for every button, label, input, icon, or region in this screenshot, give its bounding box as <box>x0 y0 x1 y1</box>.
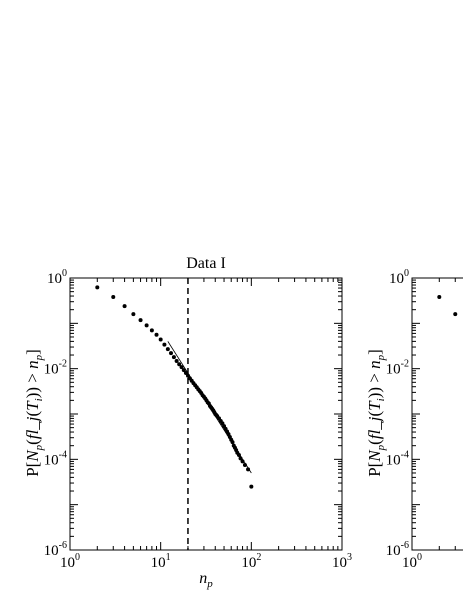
data-point <box>154 332 159 337</box>
y-tick-label: 10-6 <box>386 540 409 559</box>
y-axis-label: P[Np(fl_j(Ti)) > np] <box>365 349 387 477</box>
data-point <box>181 368 186 373</box>
data-point <box>236 452 241 457</box>
data-point <box>179 365 184 370</box>
x-tick-label: 103 <box>332 552 352 571</box>
data-point <box>138 318 143 323</box>
y-tick-label: 10-4 <box>386 449 409 468</box>
y-tick-label: 100 <box>47 268 67 287</box>
y-tick-label: 100 <box>389 268 409 287</box>
data-point <box>249 484 254 489</box>
data-point <box>95 285 100 290</box>
data-point <box>162 342 167 347</box>
data-point <box>177 362 182 367</box>
x-axis-label: np <box>199 570 213 590</box>
data-marks <box>95 278 254 550</box>
y-tick-label: 10-4 <box>44 449 67 468</box>
data-marks <box>437 295 458 317</box>
data-point <box>165 347 170 352</box>
data-point <box>149 328 154 333</box>
axis-ticks <box>411 277 456 551</box>
data-point <box>131 312 136 317</box>
fit-line <box>167 341 252 474</box>
y-tick-label: 10-6 <box>44 540 67 559</box>
x-tick-label: 100 <box>402 552 422 571</box>
tick-labels: 100 100 10-2 10-4 10-6 <box>386 268 422 571</box>
chart-panel-1: Data I P[Np(fl_j(Ti)) > np] np 100 101 102… <box>23 255 352 590</box>
data-point <box>144 323 149 328</box>
chart-panel-2: P[Np(fl_j(Ti)) > np] 100 100 10-2 10-4 10-6 <box>365 268 463 571</box>
data-point <box>111 295 116 300</box>
data-point <box>453 312 458 317</box>
chart-title: Data I <box>186 255 226 272</box>
data-point <box>158 337 163 342</box>
x-tick-label: 101 <box>151 552 171 571</box>
axis-ticks <box>69 277 343 551</box>
x-tick-label: 100 <box>60 552 80 571</box>
data-point <box>122 304 127 309</box>
data-point <box>168 351 173 356</box>
data-point <box>437 295 442 300</box>
data-point <box>174 358 179 363</box>
data-point <box>246 467 251 472</box>
plot-frame <box>69 277 343 551</box>
y-axis-label: P[Np(fl_j(Ti)) > np] <box>23 349 45 477</box>
y-tick-label: 10-2 <box>386 359 409 378</box>
x-tick-label: 102 <box>241 552 261 571</box>
tick-labels: 100 101 102 103 100 10-2 10-4 10-6 <box>44 268 352 571</box>
plot-frame <box>411 277 463 551</box>
y-tick-label: 10-2 <box>44 359 67 378</box>
data-point <box>171 355 176 360</box>
